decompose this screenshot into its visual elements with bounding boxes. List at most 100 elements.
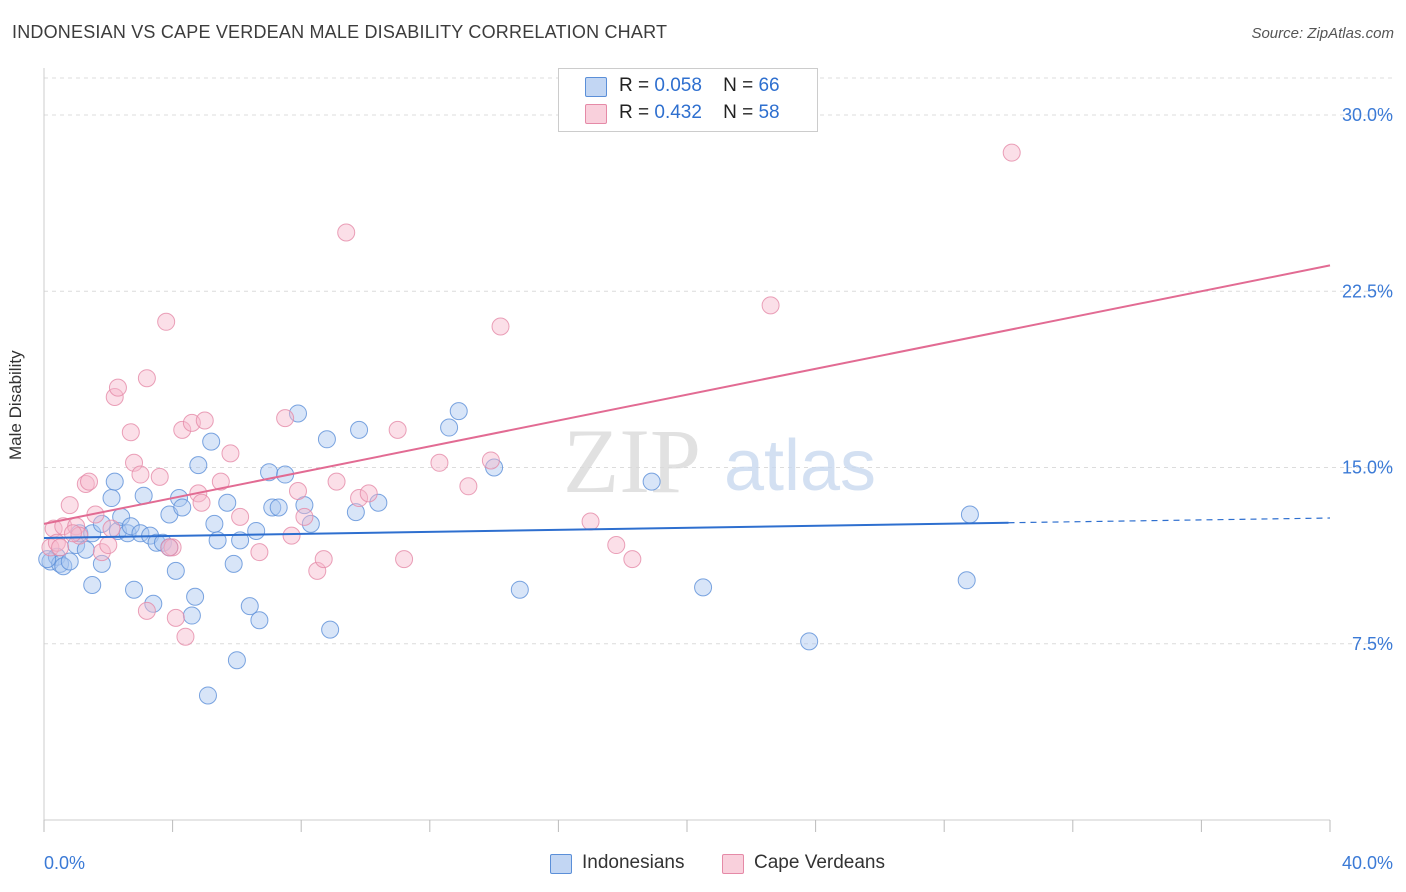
point-cape-verdeans	[388, 420, 407, 439]
point-indonesians	[350, 420, 369, 439]
point-cape-verdeans	[581, 512, 600, 531]
point-indonesians	[205, 514, 224, 533]
r-label: R =	[619, 102, 650, 123]
bottom-legend-label-indonesians: Indonesians	[582, 852, 685, 873]
bottom-legend-swatch-indonesians	[550, 854, 572, 874]
point-cape-verdeans	[607, 536, 626, 555]
point-indonesians	[153, 533, 172, 552]
point-cape-verdeans	[137, 601, 156, 620]
point-cape-verdeans	[295, 507, 314, 526]
point-cape-verdeans	[288, 482, 307, 500]
point-indonesians	[186, 587, 205, 606]
point-indonesians	[510, 580, 529, 599]
point-cape-verdeans	[54, 517, 73, 536]
point-indonesians	[60, 552, 79, 571]
point-indonesians	[166, 561, 185, 580]
trend-line-cape-verdeans	[43, 264, 1331, 525]
point-indonesians	[144, 594, 163, 613]
point-indonesians	[182, 606, 201, 625]
point-cape-verdeans	[211, 472, 230, 491]
watermark-atlas: atlas	[724, 426, 876, 506]
data-points	[38, 143, 1021, 705]
point-indonesians	[231, 531, 250, 550]
point-indonesians	[269, 498, 288, 517]
point-cape-verdeans	[121, 423, 140, 442]
point-cape-verdeans	[459, 477, 478, 496]
point-cape-verdeans	[60, 496, 79, 515]
point-cape-verdeans	[250, 543, 269, 562]
point-indonesians	[83, 576, 102, 594]
x-tick-label-min: 0.0%	[44, 853, 85, 873]
point-cape-verdeans	[173, 420, 192, 439]
y-tick-label: 22.5%	[1342, 281, 1393, 301]
point-indonesians	[218, 493, 237, 512]
tick-labels: 7.5% 15.0% 22.5% 30.0% 0.0% 40.0%	[44, 105, 1393, 873]
point-cape-verdeans	[99, 536, 118, 555]
point-cape-verdeans	[176, 627, 195, 646]
n-value-indonesians: 66	[758, 75, 780, 96]
point-cape-verdeans	[102, 519, 121, 538]
point-indonesians	[92, 514, 111, 533]
y-tick-label: 30.0%	[1342, 105, 1393, 125]
point-cape-verdeans	[430, 453, 449, 472]
point-indonesians	[202, 432, 221, 451]
point-indonesians	[440, 418, 459, 437]
point-cape-verdeans	[491, 317, 510, 336]
point-cape-verdeans	[41, 538, 60, 557]
point-indonesians	[800, 632, 819, 651]
point-cape-verdeans	[327, 472, 346, 491]
point-cape-verdeans	[761, 296, 780, 315]
point-cape-verdeans	[51, 538, 70, 557]
gridlines	[44, 77, 1392, 645]
bottom-legend-swatch-cape-verdeans	[722, 854, 744, 874]
point-cape-verdeans	[282, 526, 301, 545]
point-indonesians	[38, 550, 57, 569]
point-cape-verdeans	[80, 472, 99, 491]
legend-swatch-indonesians	[585, 77, 607, 97]
point-indonesians	[960, 505, 979, 524]
point-indonesians	[125, 580, 144, 599]
source-label: Source: ZipAtlas.com	[1251, 25, 1394, 42]
point-cape-verdeans	[231, 507, 250, 526]
axes	[43, 68, 1331, 832]
point-indonesians	[449, 402, 468, 421]
x-tick-label-max: 40.0%	[1342, 853, 1393, 873]
point-cape-verdeans	[337, 223, 356, 242]
r-label: R =	[619, 75, 650, 96]
point-indonesians	[198, 686, 217, 705]
n-value-cape-verdeans: 58	[758, 102, 780, 123]
point-cape-verdeans	[137, 369, 156, 388]
point-cape-verdeans	[350, 489, 369, 508]
point-cape-verdeans	[166, 608, 185, 627]
point-indonesians	[260, 463, 279, 482]
point-cape-verdeans	[314, 550, 333, 569]
point-cape-verdeans	[192, 493, 211, 512]
point-indonesians	[321, 620, 340, 639]
r-value-indonesians: 0.058	[654, 75, 702, 96]
point-cape-verdeans	[623, 550, 642, 569]
point-cape-verdeans	[63, 524, 82, 543]
point-indonesians	[369, 493, 388, 512]
point-indonesians	[247, 521, 266, 540]
point-cape-verdeans	[160, 538, 179, 557]
point-indonesians	[102, 489, 121, 508]
trend-line-indonesians-projection	[1008, 517, 1331, 524]
y-tick-label: 7.5%	[1352, 634, 1393, 654]
point-cape-verdeans	[150, 467, 169, 486]
point-cape-verdeans	[76, 474, 95, 493]
legend-text-indonesians: R = 0.058 N = 66	[619, 75, 780, 97]
legend-swatch-cape-verdeans	[585, 104, 607, 124]
point-indonesians	[240, 597, 259, 616]
point-cape-verdeans	[1002, 143, 1021, 162]
point-indonesians	[250, 611, 269, 630]
point-cape-verdeans	[125, 453, 144, 472]
point-indonesians	[317, 430, 336, 449]
point-cape-verdeans	[276, 409, 295, 428]
point-indonesians	[957, 571, 976, 590]
point-indonesians	[173, 498, 192, 517]
trend-line-indonesians	[43, 521, 1009, 539]
n-label: N =	[723, 102, 754, 123]
chart-title: INDONESIAN VS CAPE VERDEAN MALE DISABILI…	[12, 22, 668, 42]
trend-lines	[43, 264, 1331, 539]
